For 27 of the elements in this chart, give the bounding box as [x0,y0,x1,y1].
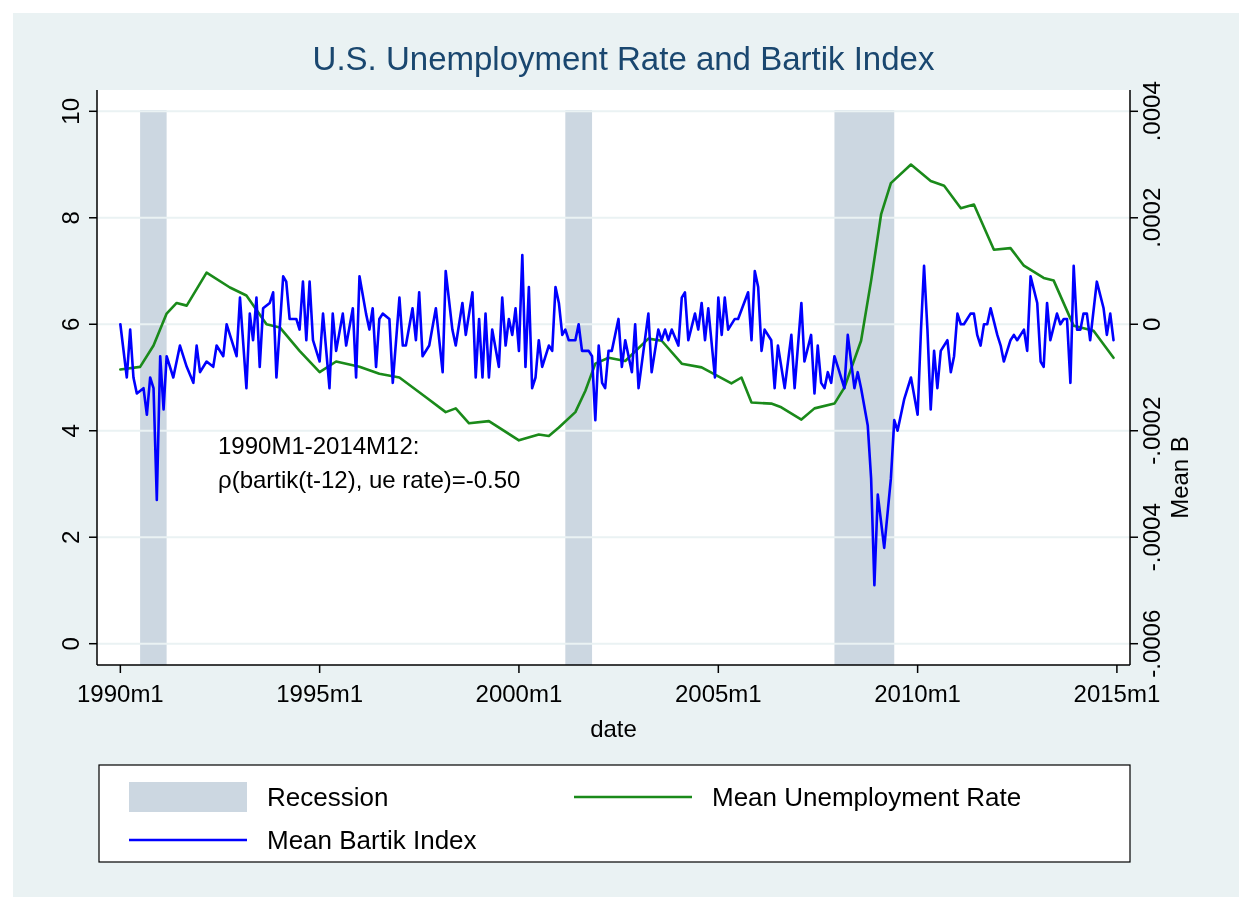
x-tick-label: 1990m1 [76,680,164,707]
chart-title: U.S. Unemployment Rate and Bartik Index [312,40,935,77]
y-tick-label: 6 [57,317,84,331]
x-tick-label: 2015m1 [1073,680,1161,707]
y2-tick-label: -.0002 [1138,396,1165,465]
x-tick-label: 2010m1 [874,680,961,707]
x-tick-label: 1995m1 [276,680,364,707]
y2-axis-title: Mean B [1166,436,1193,519]
y2-tick-label: 0 [1138,317,1165,331]
y2-tick-label: .0002 [1138,187,1165,248]
legend-label: Mean Bartik Index [267,825,477,855]
legend-label: Recession [267,782,389,812]
y-tick-label: 10 [57,97,84,125]
annotation: ρ(bartik(t-12), ue rate)=-0.50 [218,466,521,493]
line-series [119,253,1115,587]
y-tick-label: 2 [57,530,84,544]
y2-tick-label: -.0006 [1138,609,1165,678]
y-tick-label: 8 [57,211,84,225]
y2-tick-label: .0004 [1138,81,1165,142]
x-tick-label: 2000m1 [475,680,563,707]
x-tick-label: 2005m1 [674,680,762,707]
y2-tick-label: -.0004 [1138,503,1165,572]
y-tick-label: 4 [57,424,84,438]
x-axis-title: date [590,715,637,742]
legend-label: Mean Unemployment Rate [712,782,1022,812]
annotation: 1990M1-2014M12: [218,432,420,459]
y-tick-label: 0 [57,637,84,651]
